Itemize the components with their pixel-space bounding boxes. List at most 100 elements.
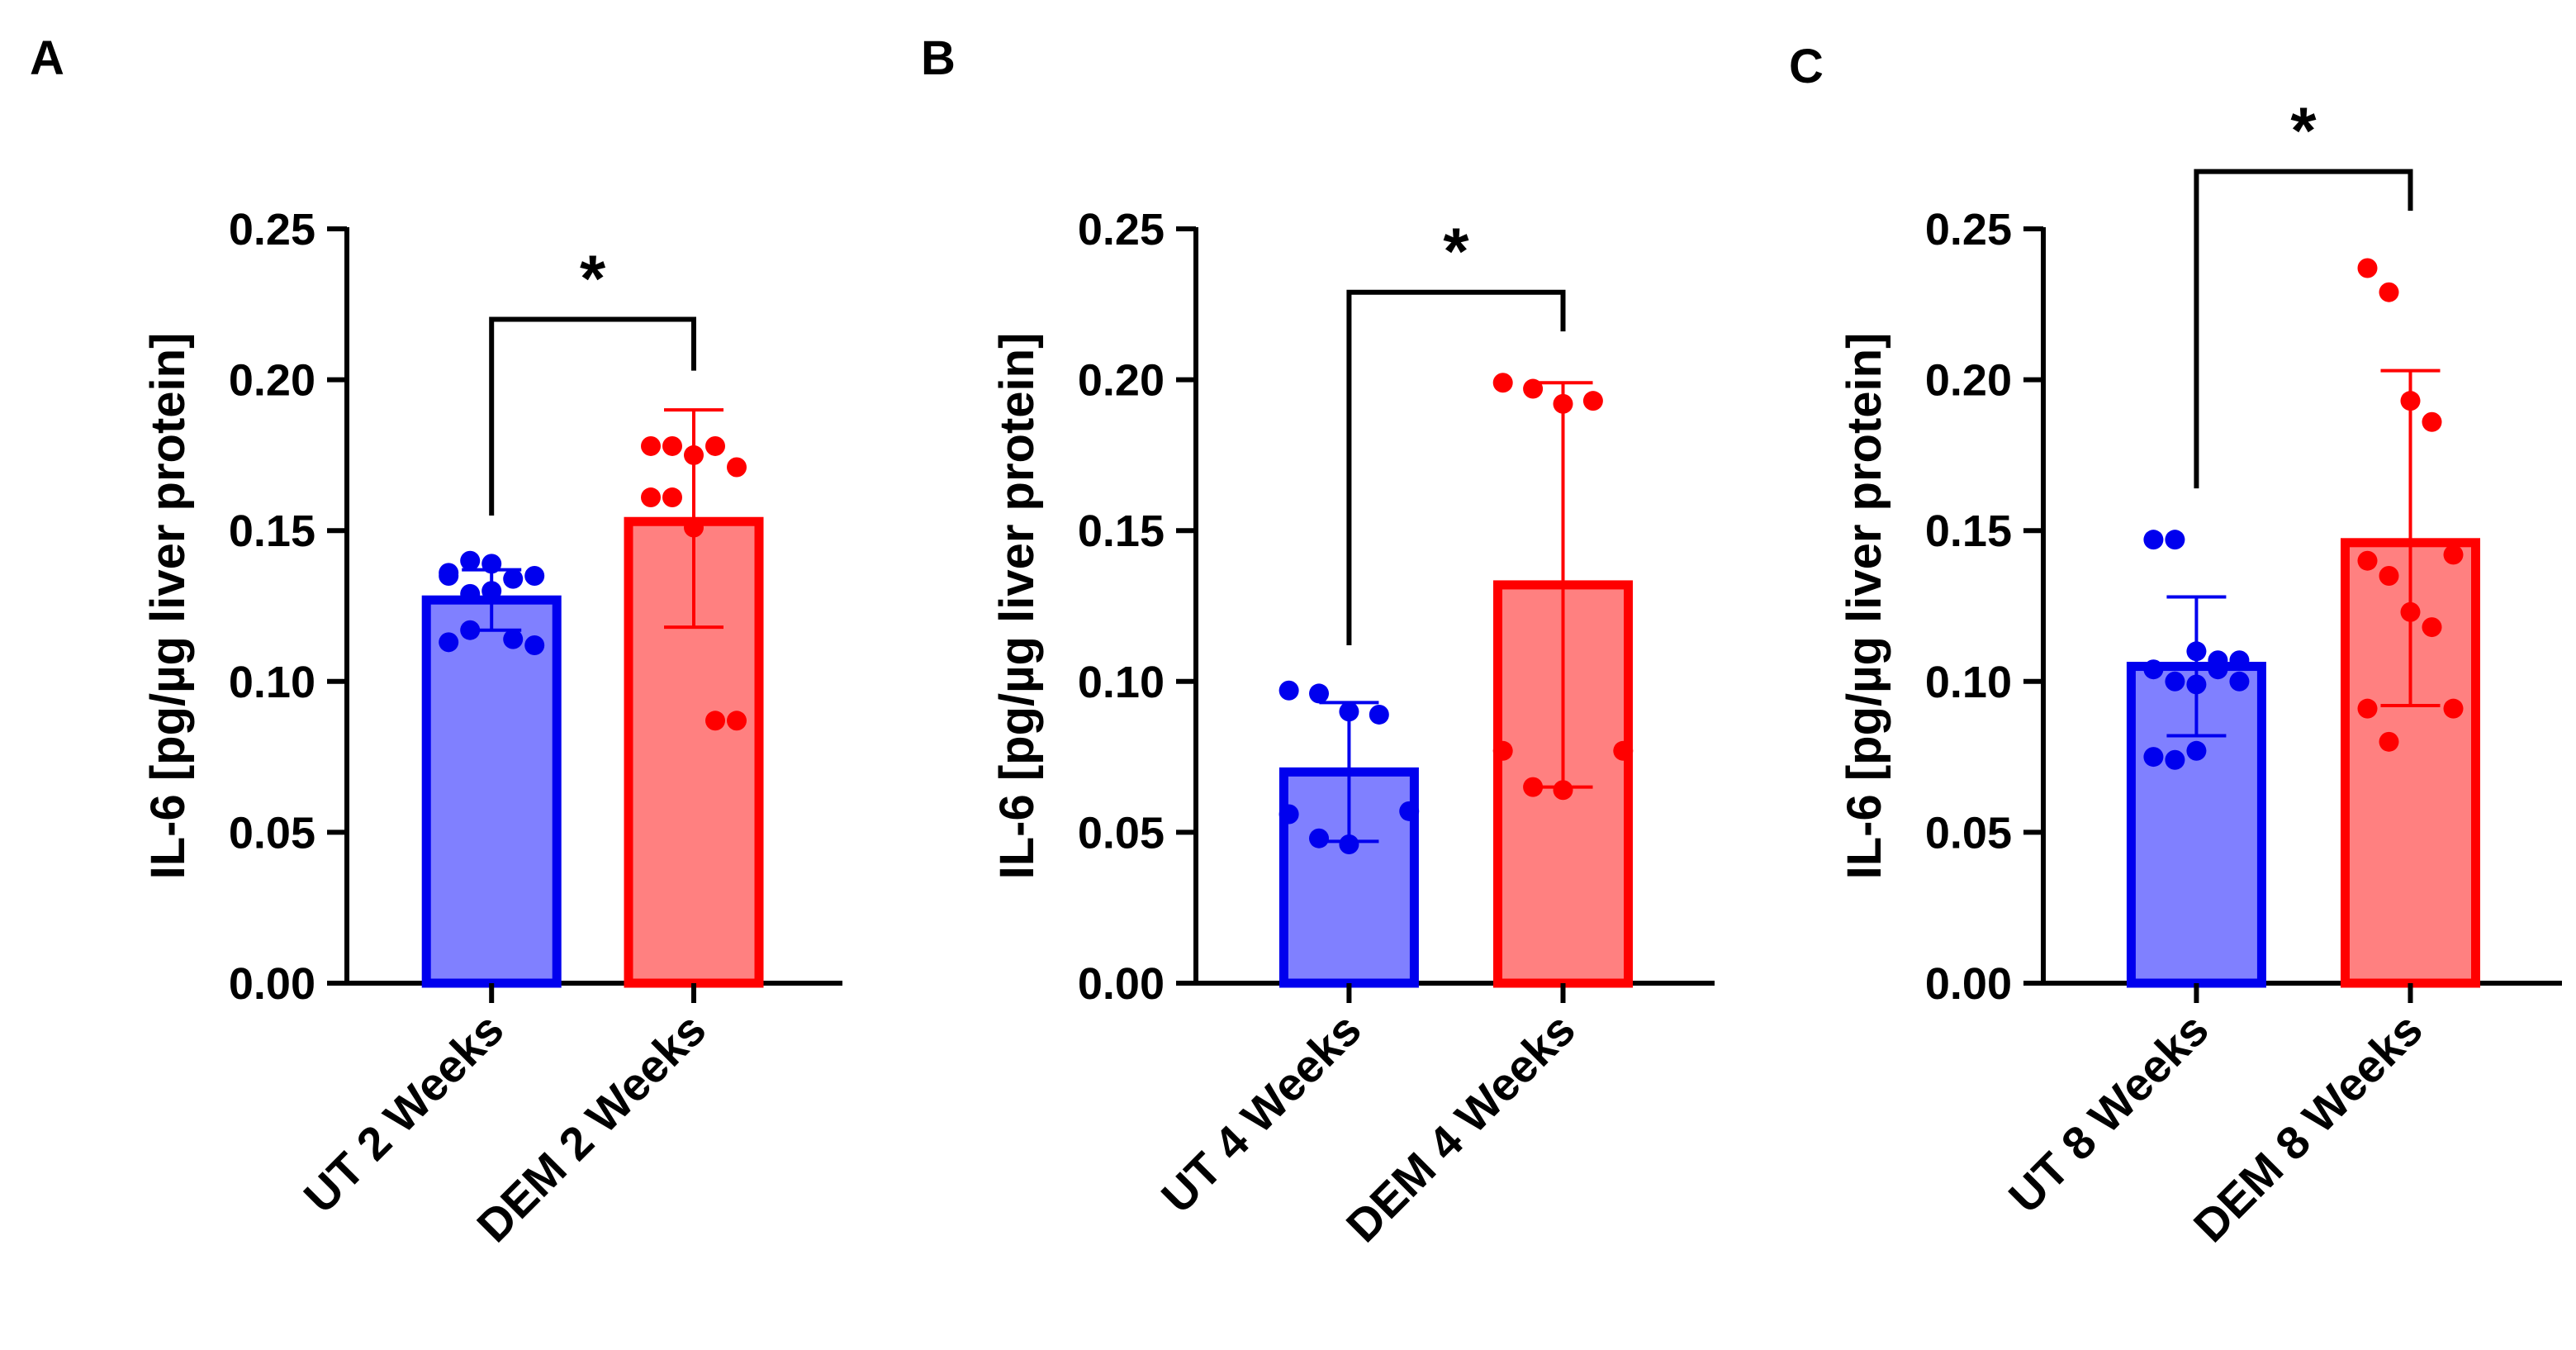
data-point: [1339, 834, 1359, 855]
y-tick-label: 0.00: [1925, 959, 2012, 1009]
y-tick-label: 0.20: [1925, 356, 2012, 406]
data-point: [2357, 698, 2378, 719]
data-point: [2186, 674, 2207, 695]
x-category-label: UT 2 Weeks: [294, 1003, 514, 1223]
data-point: [2400, 391, 2421, 411]
y-tick-label: 0.15: [1078, 506, 1165, 556]
y-axis-label: IL-6 [pg/µg liver protein]: [990, 333, 1044, 880]
data-point: [1523, 777, 1544, 797]
data-point: [2357, 550, 2378, 571]
panel-b: B IL-6 [pg/µg liver protein] 0.00 0.05 0.10 0…: [921, 31, 1715, 1252]
data-point: [641, 487, 661, 508]
data-point: [524, 565, 545, 586]
data-point: [1553, 780, 1573, 801]
data-point: [2400, 601, 2421, 622]
data-point: [684, 517, 704, 538]
data-point: [1399, 801, 1420, 821]
y-axis-label: IL-6 [pg/µg liver protein]: [141, 333, 195, 880]
significance-bracket: [1346, 289, 1566, 645]
data-point: [460, 620, 481, 640]
data-point: [1279, 680, 1299, 701]
data-point: [524, 635, 545, 655]
y-tick-label: 0.25: [1078, 205, 1165, 254]
data-point: [460, 550, 481, 571]
y-tick-label: 0.15: [1925, 506, 2012, 556]
panel-label: C: [1789, 40, 1824, 93]
y-tick-label: 0.15: [229, 506, 315, 556]
significance-label: *: [580, 242, 606, 316]
data-point: [2143, 747, 2164, 768]
data-point: [460, 583, 481, 604]
y-tick-label: 0.10: [1078, 658, 1165, 707]
data-point: [2186, 641, 2207, 662]
data-point: [1523, 378, 1544, 399]
panel-label: A: [30, 31, 64, 85]
data-point: [2186, 740, 2207, 761]
data-point: [2379, 282, 2399, 302]
significance-label: *: [2290, 94, 2317, 168]
significance-label: *: [1443, 215, 1469, 288]
data-point: [482, 581, 502, 601]
y-tick-label: 0.10: [1925, 658, 2012, 707]
bar-ut: [421, 595, 562, 988]
data-point: [2143, 530, 2164, 550]
data-point: [2165, 671, 2185, 692]
x-category-label: DEM 4 Weeks: [1336, 1003, 1585, 1252]
data-point: [1553, 393, 1573, 414]
y-tick-label: 0.00: [229, 959, 315, 1009]
data-point: [1309, 683, 1330, 704]
data-point: [2443, 544, 2464, 565]
data-point: [2229, 650, 2250, 671]
data-point: [439, 565, 459, 586]
data-point: [503, 629, 524, 649]
panel-a: A IL-6 [pg/µg liver protein] 0.00 0.05 0.10 0…: [30, 31, 842, 1252]
x-category-label: UT 8 Weeks: [1999, 1003, 2218, 1223]
data-point: [705, 435, 725, 456]
data-point: [2422, 617, 2442, 638]
significance-bracket: [489, 316, 696, 516]
y-tick-label: 0.10: [229, 658, 315, 707]
data-point: [2422, 411, 2442, 432]
data-point: [727, 457, 747, 478]
y-tick-label: 0.20: [1078, 356, 1165, 406]
y-axis-label: IL-6 [pg/µg liver protein]: [1838, 333, 1891, 880]
data-point: [439, 632, 459, 653]
data-point: [662, 487, 682, 508]
panel-c: C IL-6 [pg/µg liver protein] 0.00 0.05 0.10 0…: [1789, 40, 2562, 1252]
y-tick-label: 0.25: [229, 205, 315, 254]
data-point: [1279, 804, 1299, 825]
data-point: [705, 711, 725, 731]
data-point: [2229, 671, 2250, 692]
significance-bracket: [2194, 169, 2413, 489]
data-point: [2443, 698, 2464, 719]
data-point: [1339, 701, 1359, 722]
data-point: [2165, 749, 2185, 770]
data-point: [482, 554, 502, 574]
data-point: [2357, 258, 2378, 278]
data-point: [1613, 740, 1634, 761]
data-point: [1492, 373, 1513, 393]
data-point: [2379, 731, 2399, 752]
y-tick-label: 0.00: [1078, 959, 1165, 1009]
data-point: [503, 568, 524, 589]
data-point: [641, 435, 661, 456]
panel-label: B: [921, 31, 956, 85]
data-point: [1582, 391, 1603, 411]
y-tick-label: 0.05: [1925, 808, 2012, 858]
y-tick-label: 0.20: [229, 356, 315, 406]
x-category-label: DEM 8 Weeks: [2184, 1003, 2432, 1252]
y-tick-label: 0.05: [1078, 808, 1165, 858]
data-point: [2379, 565, 2399, 586]
data-point: [684, 444, 704, 465]
data-point: [2208, 659, 2228, 680]
data-point: [1369, 704, 1389, 725]
data-point: [727, 711, 747, 731]
data-point: [662, 435, 682, 456]
x-category-label: UT 4 Weeks: [1151, 1003, 1371, 1223]
y-tick-label: 0.05: [229, 808, 315, 858]
data-point: [1309, 828, 1330, 849]
y-tick-label: 0.25: [1925, 205, 2012, 254]
data-point: [2165, 530, 2185, 550]
data-point: [1492, 740, 1513, 761]
